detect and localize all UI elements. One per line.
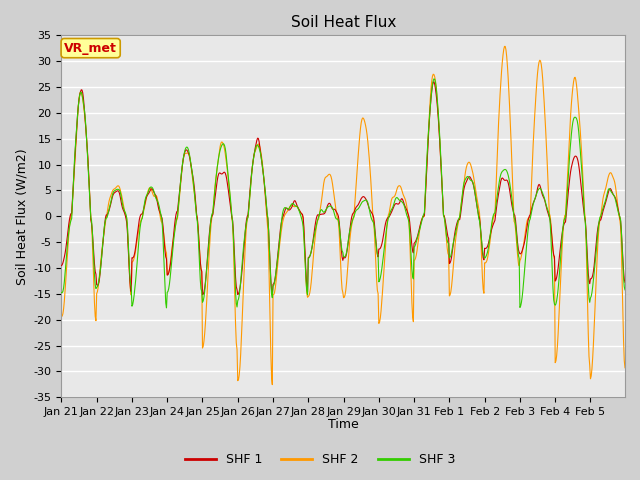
Title: Soil Heat Flux: Soil Heat Flux xyxy=(291,15,396,30)
Text: VR_met: VR_met xyxy=(64,42,117,55)
Legend: SHF 1, SHF 2, SHF 3: SHF 1, SHF 2, SHF 3 xyxy=(180,448,460,471)
X-axis label: Time: Time xyxy=(328,419,358,432)
Y-axis label: Soil Heat Flux (W/m2): Soil Heat Flux (W/m2) xyxy=(15,148,28,285)
